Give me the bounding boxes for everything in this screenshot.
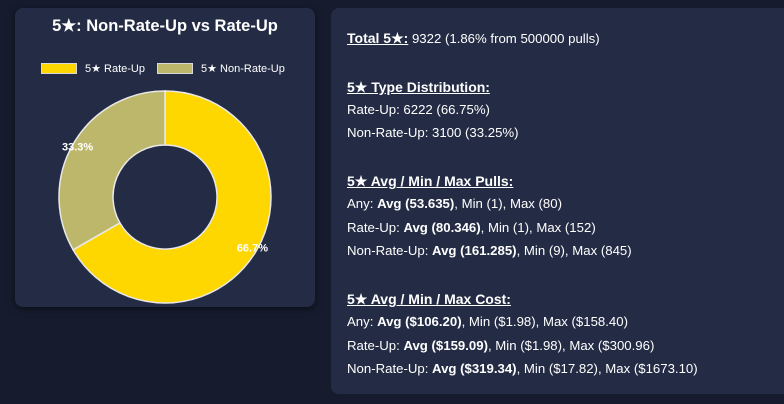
cost-avg: Avg ($319.34) bbox=[432, 361, 517, 376]
slice-non-rate-up[interactable] bbox=[58, 90, 166, 251]
legend-label-rate-up: 5★ Rate-Up bbox=[85, 63, 145, 75]
total-row: Total 5★: 9322 (1.86% from 500000 pulls) bbox=[347, 30, 600, 47]
cost-row-non-rate-up: Non-Rate-Up: Avg ($319.34), Min ($17.82)… bbox=[347, 361, 698, 377]
legend-swatch-rate-up bbox=[41, 63, 77, 74]
cost-row-rate-up: Rate-Up: Avg ($159.09), Min ($1.98), Max… bbox=[347, 338, 654, 354]
chart-card: 5★: Non-Rate-Up vs Rate-Up 5★ Rate-Up 5★… bbox=[15, 8, 315, 307]
pulls-row-rate-up: Rate-Up: Avg (80.346), Min (1), Max (152… bbox=[347, 220, 596, 236]
chart-legend: 5★ Rate-Up 5★ Non-Rate-Up bbox=[15, 62, 315, 78]
pulls-heading: 5★ Avg / Min / Max Pulls: bbox=[347, 173, 514, 189]
non-rate-up-count: Non-Rate-Up: 3100 (33.25%) bbox=[347, 125, 519, 140]
slice-rate-up[interactable] bbox=[72, 90, 272, 304]
donut-chart: 66.7% 33.3% bbox=[58, 90, 272, 304]
pulls-label: Rate-Up: bbox=[347, 220, 404, 235]
stats-panel: Total 5★: 9322 (1.86% from 500000 pulls)… bbox=[331, 8, 784, 394]
cost-min-max: , Min ($1.98), Max ($300.96) bbox=[487, 338, 655, 353]
cost-row-any: Any: Avg ($106.20), Min ($1.98), Max ($1… bbox=[347, 314, 628, 330]
pulls-avg: Avg (80.346) bbox=[403, 220, 481, 235]
legend-label-non-rate-up: 5★ Non-Rate-Up bbox=[201, 63, 285, 75]
legend-item-non-rate-up[interactable]: 5★ Non-Rate-Up bbox=[157, 62, 285, 75]
legend-swatch-non-rate-up bbox=[157, 63, 193, 74]
total-value: 9322 (1.86% from 500000 pulls) bbox=[408, 31, 600, 46]
cost-min-max: , Min ($17.82), Max ($1673.10) bbox=[516, 361, 698, 376]
legend-item-rate-up[interactable]: 5★ Rate-Up bbox=[41, 62, 145, 75]
slice-rate-up-label: 66.7% bbox=[237, 243, 268, 255]
pulls-label: Any: bbox=[347, 196, 378, 211]
slice-non-rate-up-label: 33.3% bbox=[62, 141, 93, 153]
pulls-avg: Avg (161.285) bbox=[432, 243, 517, 258]
cost-avg: Avg ($159.09) bbox=[403, 338, 488, 353]
pulls-min-max: , Min (9), Max (845) bbox=[516, 243, 632, 258]
pulls-row-non-rate-up: Non-Rate-Up: Avg (161.285), Min (9), Max… bbox=[347, 243, 632, 259]
cost-label: Any: bbox=[347, 314, 378, 329]
total-label: Total 5★: bbox=[347, 30, 409, 46]
type-distribution-heading: 5★ Type Distribution: bbox=[347, 79, 490, 95]
rate-up-count: Rate-Up: 6222 (66.75%) bbox=[347, 102, 490, 117]
cost-avg: Avg ($106.20) bbox=[377, 314, 462, 329]
pulls-label: Non-Rate-Up: bbox=[347, 243, 433, 258]
cost-label: Non-Rate-Up: bbox=[347, 361, 433, 376]
cost-heading: 5★ Avg / Min / Max Cost: bbox=[347, 291, 511, 307]
pulls-avg: Avg (53.635) bbox=[377, 196, 455, 211]
cost-label: Rate-Up: bbox=[347, 338, 404, 353]
pulls-min-max: , Min (1), Max (152) bbox=[480, 220, 596, 235]
cost-min-max: , Min ($1.98), Max ($158.40) bbox=[461, 314, 628, 329]
pulls-row-any: Any: Avg (53.635), Min (1), Max (80) bbox=[347, 196, 562, 212]
pulls-min-max: , Min (1), Max (80) bbox=[454, 196, 562, 211]
chart-title: 5★: Non-Rate-Up vs Rate-Up bbox=[52, 17, 278, 35]
